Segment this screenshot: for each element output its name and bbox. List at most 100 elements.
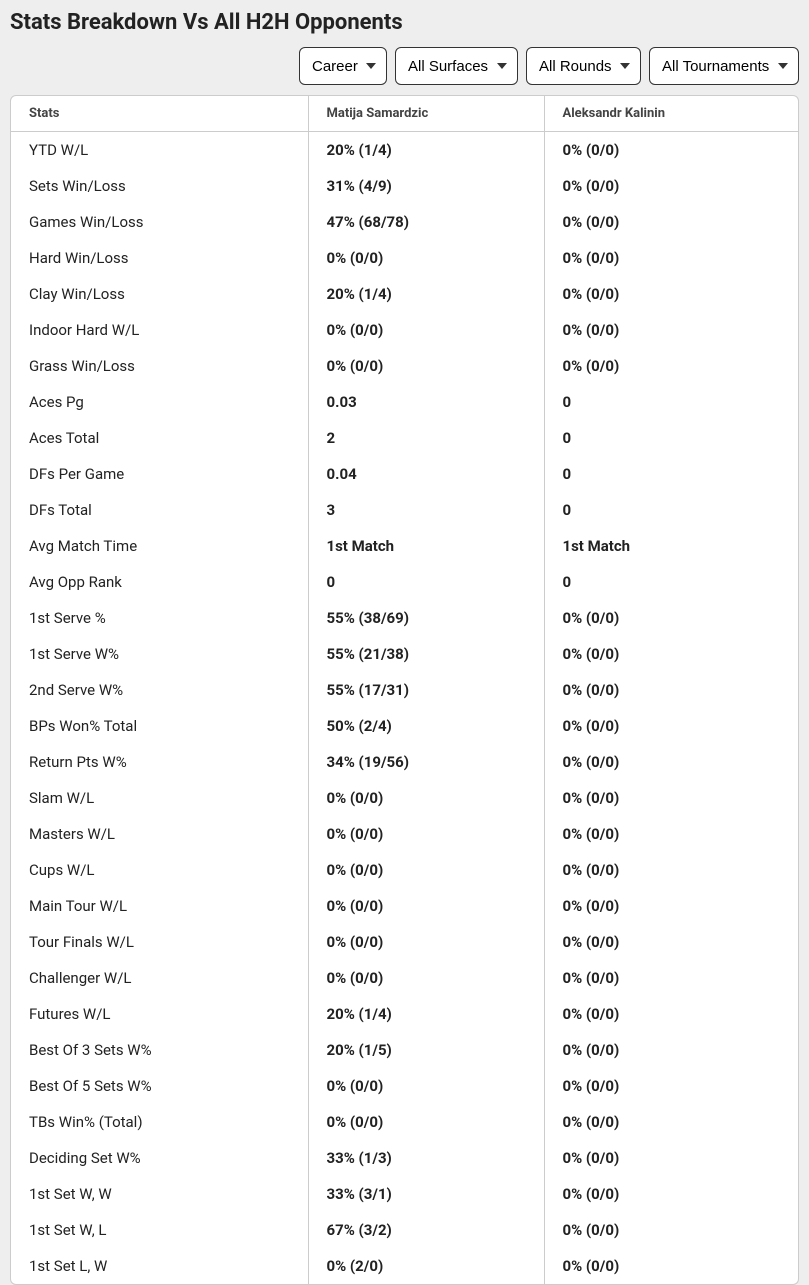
player1-value: 67% (3/2): [308, 1212, 544, 1248]
stat-label: Grass Win/Loss: [11, 348, 308, 384]
table-row: Aces Pg0.030: [11, 384, 798, 420]
player2-value: 0% (0/0): [544, 924, 798, 960]
stat-label: YTD W/L: [11, 132, 308, 169]
table-row: 2nd Serve W%55% (17/31)0% (0/0): [11, 672, 798, 708]
stat-label: Aces Total: [11, 420, 308, 456]
player2-value: 0% (0/0): [544, 1176, 798, 1212]
player2-value: 0% (0/0): [544, 960, 798, 996]
table-row: Cups W/L0% (0/0)0% (0/0): [11, 852, 798, 888]
player1-value: 0% (0/0): [308, 780, 544, 816]
player2-value: 0% (0/0): [544, 816, 798, 852]
player1-value: 20% (1/4): [308, 132, 544, 169]
stat-label: Main Tour W/L: [11, 888, 308, 924]
player1-value: 0.04: [308, 456, 544, 492]
stat-label: Deciding Set W%: [11, 1140, 308, 1176]
player1-value: 0% (0/0): [308, 1068, 544, 1104]
player2-value: 0: [544, 384, 798, 420]
table-row: Avg Match Time1st Match1st Match: [11, 528, 798, 564]
player1-value: 0% (0/0): [308, 312, 544, 348]
table-row: DFs Per Game0.040: [11, 456, 798, 492]
table-row: Challenger W/L0% (0/0)0% (0/0): [11, 960, 798, 996]
player2-value: 0% (0/0): [544, 348, 798, 384]
player2-value: 0% (0/0): [544, 312, 798, 348]
table-row: Hard Win/Loss0% (0/0)0% (0/0): [11, 240, 798, 276]
stat-label: BPs Won% Total: [11, 708, 308, 744]
player2-value: 0% (0/0): [544, 1032, 798, 1068]
stat-label: Challenger W/L: [11, 960, 308, 996]
table-row: Grass Win/Loss0% (0/0)0% (0/0): [11, 348, 798, 384]
table-row: Indoor Hard W/L0% (0/0)0% (0/0): [11, 312, 798, 348]
table-header-row: Stats Matija Samardzic Aleksandr Kalinin: [11, 96, 798, 132]
player2-value: 0: [544, 456, 798, 492]
table-row: Best Of 3 Sets W%20% (1/5)0% (0/0): [11, 1032, 798, 1068]
player1-value: 2: [308, 420, 544, 456]
stat-label: DFs Total: [11, 492, 308, 528]
column-header-stats: Stats: [11, 96, 308, 132]
player2-value: 0% (0/0): [544, 204, 798, 240]
table-row: Aces Total20: [11, 420, 798, 456]
page-title: Stats Breakdown Vs All H2H Opponents: [0, 0, 809, 35]
player1-value: 0% (0/0): [308, 924, 544, 960]
table-row: 1st Set L, W0% (2/0)0% (0/0): [11, 1248, 798, 1284]
table-row: Clay Win/Loss20% (1/4)0% (0/0): [11, 276, 798, 312]
player1-value: 20% (1/5): [308, 1032, 544, 1068]
table-row: BPs Won% Total50% (2/4)0% (0/0): [11, 708, 798, 744]
player1-value: 3: [308, 492, 544, 528]
stat-label: Slam W/L: [11, 780, 308, 816]
player2-value: 0% (0/0): [544, 600, 798, 636]
stat-label: Avg Match Time: [11, 528, 308, 564]
player1-value: 20% (1/4): [308, 996, 544, 1032]
player1-value: 0.03: [308, 384, 544, 420]
player1-value: 33% (1/3): [308, 1140, 544, 1176]
stat-label: Aces Pg: [11, 384, 308, 420]
table-row: Tour Finals W/L0% (0/0)0% (0/0): [11, 924, 798, 960]
stat-label: Indoor Hard W/L: [11, 312, 308, 348]
table-row: Avg Opp Rank00: [11, 564, 798, 600]
table-row: Deciding Set W%33% (1/3)0% (0/0): [11, 1140, 798, 1176]
stats-table: Stats Matija Samardzic Aleksandr Kalinin…: [11, 96, 798, 1284]
column-header-player1: Matija Samardzic: [308, 96, 544, 132]
round-select[interactable]: All Rounds: [526, 47, 641, 85]
player1-value: 50% (2/4): [308, 708, 544, 744]
player1-value: 55% (38/69): [308, 600, 544, 636]
player2-value: 0% (0/0): [544, 168, 798, 204]
table-row: YTD W/L20% (1/4)0% (0/0): [11, 132, 798, 169]
player2-value: 0% (0/0): [544, 780, 798, 816]
player1-value: 0% (0/0): [308, 816, 544, 852]
player2-value: 0% (0/0): [544, 1104, 798, 1140]
player2-value: 0% (0/0): [544, 672, 798, 708]
stat-label: Tour Finals W/L: [11, 924, 308, 960]
player2-value: 0: [544, 564, 798, 600]
table-row: Main Tour W/L0% (0/0)0% (0/0): [11, 888, 798, 924]
table-row: TBs Win% (Total)0% (0/0)0% (0/0): [11, 1104, 798, 1140]
stat-label: Return Pts W%: [11, 744, 308, 780]
tournament-select[interactable]: All Tournaments: [649, 47, 799, 85]
player2-value: 0% (0/0): [544, 1068, 798, 1104]
stat-label: Hard Win/Loss: [11, 240, 308, 276]
table-row: Return Pts W%34% (19/56)0% (0/0): [11, 744, 798, 780]
table-row: Slam W/L0% (0/0)0% (0/0): [11, 780, 798, 816]
player2-value: 0% (0/0): [544, 132, 798, 169]
player2-value: 0% (0/0): [544, 708, 798, 744]
stat-label: Clay Win/Loss: [11, 276, 308, 312]
stat-label: Cups W/L: [11, 852, 308, 888]
player2-value: 0% (0/0): [544, 996, 798, 1032]
stats-table-container: Stats Matija Samardzic Aleksandr Kalinin…: [10, 95, 799, 1285]
period-select[interactable]: Career: [299, 47, 387, 85]
surface-select[interactable]: All Surfaces: [395, 47, 518, 85]
stat-label: Best Of 5 Sets W%: [11, 1068, 308, 1104]
stat-label: Games Win/Loss: [11, 204, 308, 240]
table-row: 1st Set W, W33% (3/1)0% (0/0): [11, 1176, 798, 1212]
table-row: Sets Win/Loss31% (4/9)0% (0/0): [11, 168, 798, 204]
player2-value: 0% (0/0): [544, 888, 798, 924]
player1-value: 47% (68/78): [308, 204, 544, 240]
player2-value: 0% (0/0): [544, 636, 798, 672]
stat-label: 1st Set W, W: [11, 1176, 308, 1212]
stat-label: TBs Win% (Total): [11, 1104, 308, 1140]
player1-value: 0% (0/0): [308, 1104, 544, 1140]
stat-label: Masters W/L: [11, 816, 308, 852]
player1-value: 0% (0/0): [308, 888, 544, 924]
player1-value: 0% (0/0): [308, 852, 544, 888]
player1-value: 0: [308, 564, 544, 600]
player1-value: 0% (0/0): [308, 240, 544, 276]
